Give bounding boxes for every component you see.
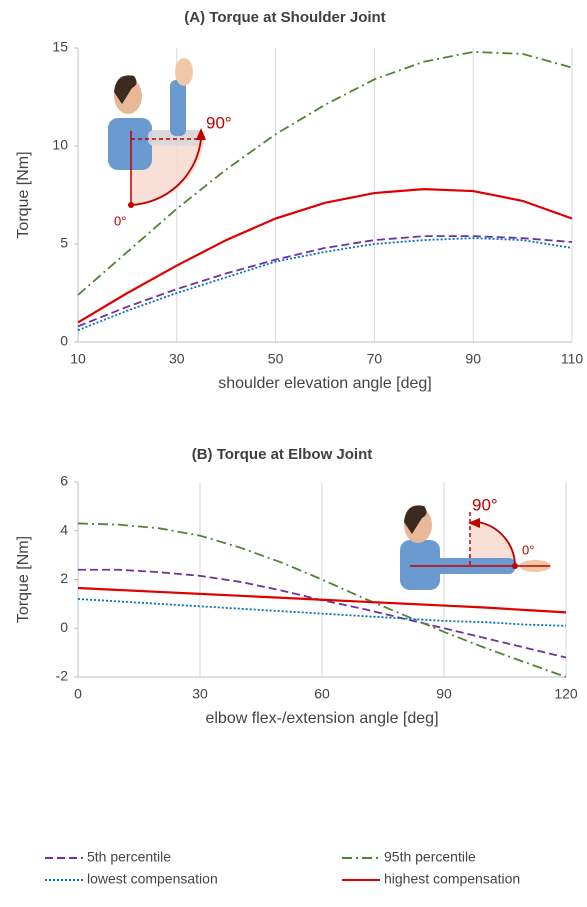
annotation: 90°: [206, 113, 232, 132]
x-axis-label: elbow flex-/extension angle [deg]: [205, 710, 438, 727]
x-tick-label: 30: [192, 686, 208, 702]
chart-title: (A) Torque at Shoulder Joint: [184, 9, 385, 26]
y-axis-label: Torque [Nm]: [15, 151, 32, 238]
illustration-shoulder: 90° 0°: [108, 58, 232, 228]
annotation: 0°: [114, 213, 126, 228]
x-tick-label: 10: [70, 351, 86, 367]
y-tick-label: 15: [52, 39, 68, 55]
x-axis-label: shoulder elevation angle [deg]: [218, 375, 432, 392]
legend-label: 5th percentile: [87, 849, 171, 865]
x-tick-label: 110: [561, 351, 584, 367]
y-tick-label: -2: [56, 668, 69, 684]
y-tick-label: 5: [60, 235, 68, 251]
figure: (A) Torque at Shoulder Joint103050709011…: [0, 0, 587, 907]
annotation: 90°: [472, 495, 498, 514]
line-series: [78, 189, 572, 322]
legend-label: highest compensation: [384, 871, 520, 887]
x-tick-label: 90: [436, 686, 452, 702]
line-series: [78, 236, 572, 326]
x-tick-label: 30: [169, 351, 185, 367]
legend-label: lowest compensation: [87, 871, 218, 887]
y-axis-label: Torque [Nm]: [15, 536, 32, 623]
x-tick-label: 50: [268, 351, 284, 367]
y-tick-label: 2: [60, 570, 68, 586]
x-tick-label: 60: [314, 686, 330, 702]
x-tick-label: 0: [74, 686, 82, 702]
line-series: [78, 238, 572, 330]
x-tick-label: 70: [367, 351, 383, 367]
chart-title: (B) Torque at Elbow Joint: [192, 446, 373, 463]
illustration-elbow: 90° 0°: [400, 495, 551, 590]
y-tick-label: 4: [60, 521, 68, 537]
y-tick-label: 0: [60, 619, 68, 635]
y-tick-label: 10: [52, 137, 68, 153]
x-tick-label: 120: [554, 686, 578, 702]
annotation: 0°: [522, 542, 534, 557]
y-tick-label: 6: [60, 473, 68, 489]
y-tick-label: 0: [60, 333, 68, 349]
x-tick-label: 90: [465, 351, 481, 367]
legend-label: 95th percentile: [384, 849, 476, 865]
